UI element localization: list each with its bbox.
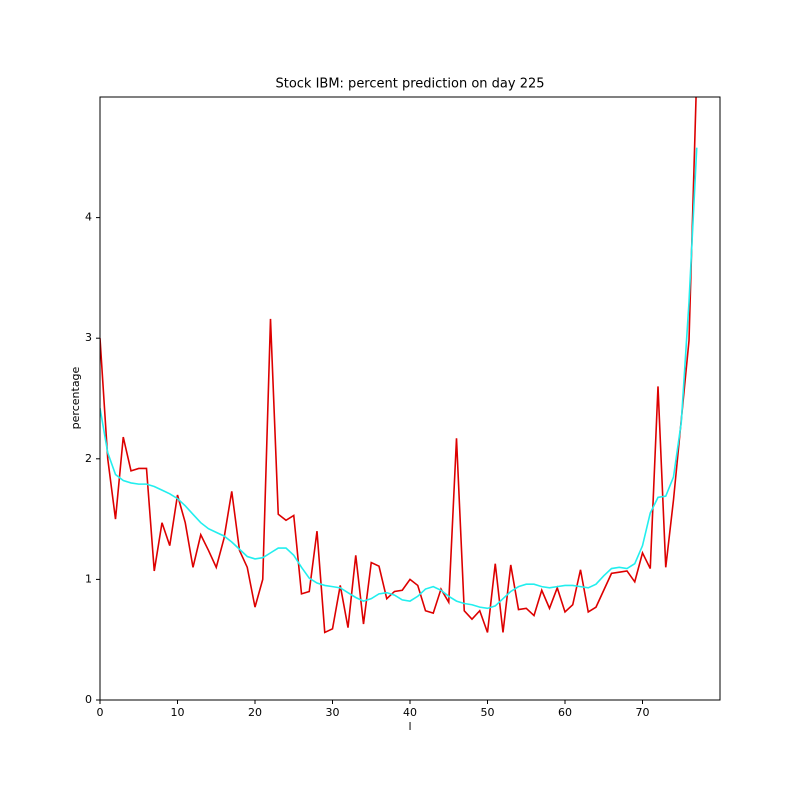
x-tick-label: 40	[403, 706, 417, 719]
y-tick-label: 4	[85, 211, 92, 224]
data-line	[100, 97, 697, 634]
x-axis-label: l	[408, 720, 411, 733]
x-tick-label: 30	[326, 706, 340, 719]
data-line	[100, 147, 698, 610]
y-axis-label: percentage	[69, 366, 82, 429]
x-tick-label: 20	[248, 706, 262, 719]
chart-title: Stock IBM: percent prediction on day 225	[275, 77, 544, 92]
y-tick-label: 0	[85, 693, 92, 706]
x-tick-label: 10	[171, 706, 185, 719]
y-tick-label: 1	[85, 572, 92, 585]
x-tick-label: 50	[481, 706, 495, 719]
x-tick-label: 70	[636, 706, 650, 719]
y-tick-label: 2	[85, 452, 92, 465]
x-tick-label: 0	[97, 706, 104, 719]
plot-area	[100, 97, 698, 634]
y-tick-label: 3	[85, 331, 92, 344]
x-tick-label: 60	[558, 706, 572, 719]
axes-frame	[99, 96, 721, 701]
